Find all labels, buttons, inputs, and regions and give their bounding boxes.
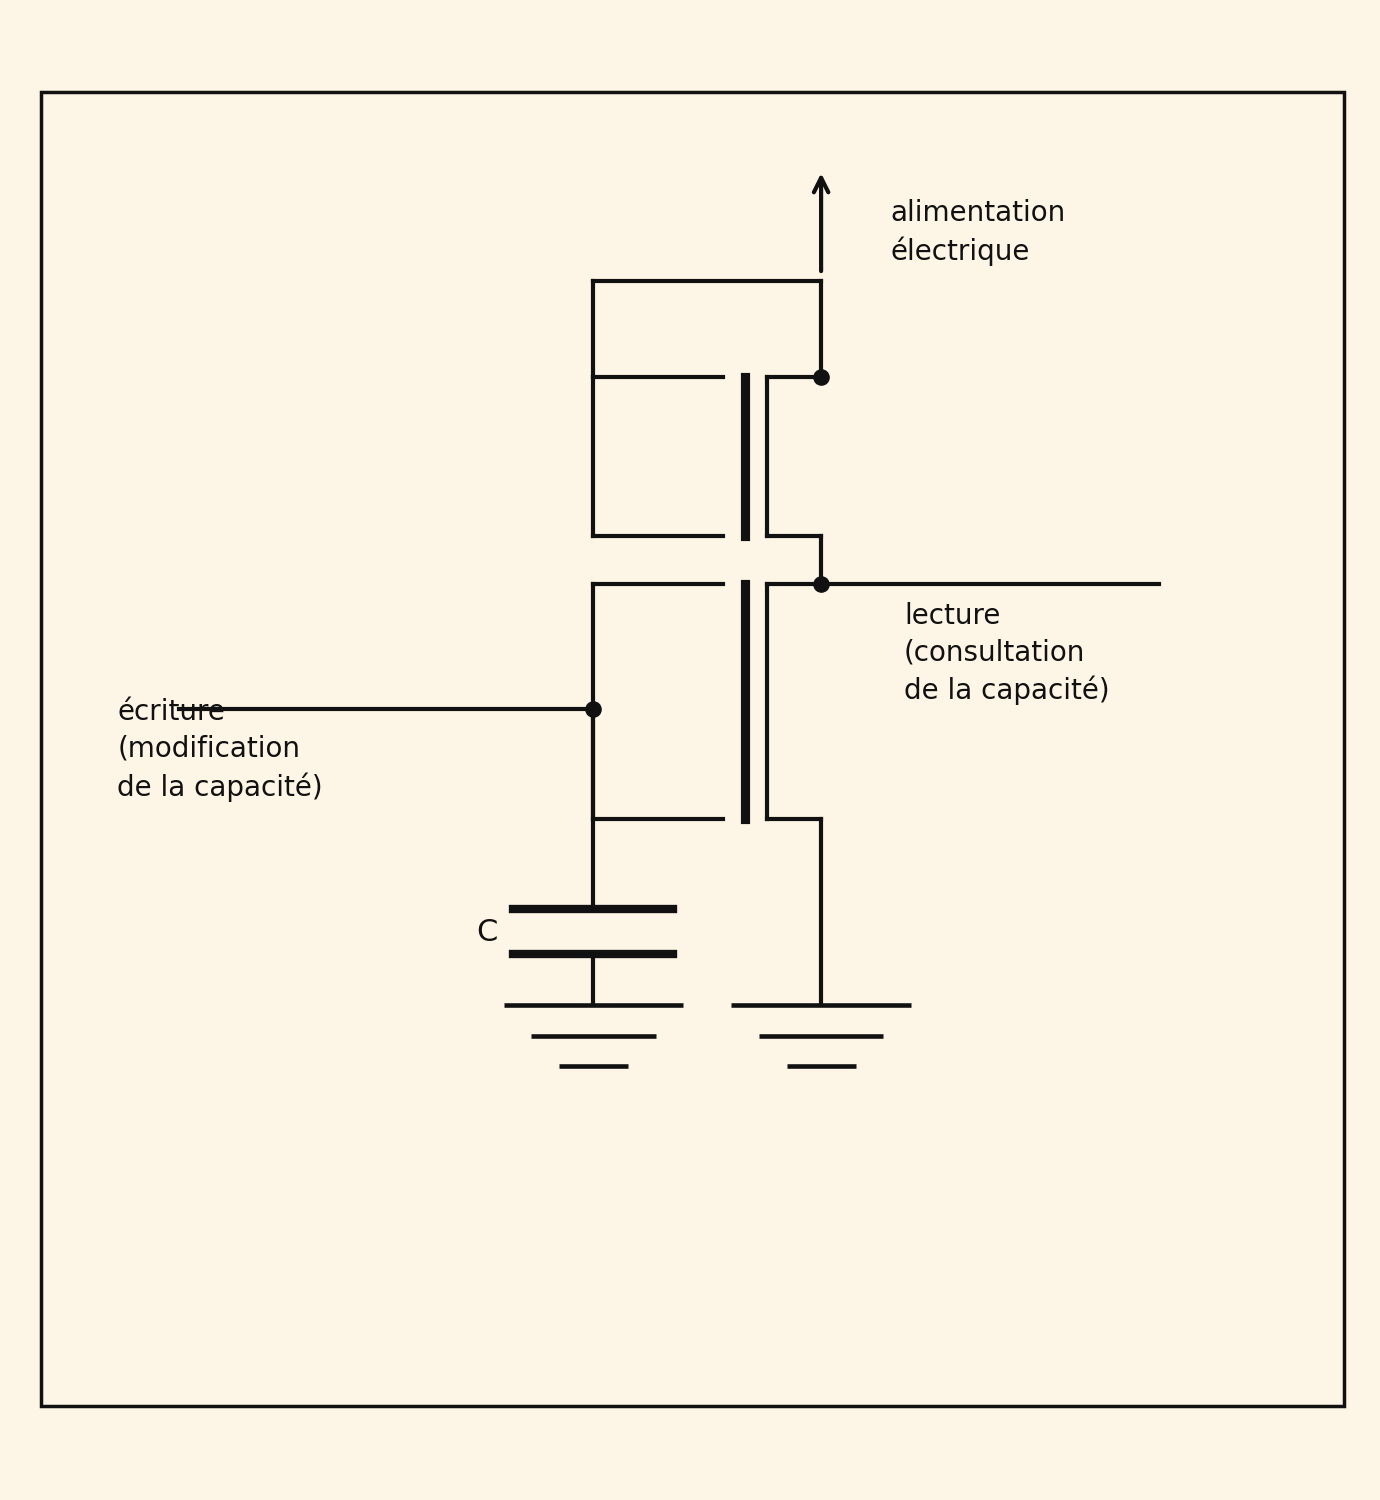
Text: lecture
(consultation
de la capacité): lecture (consultation de la capacité) [904, 602, 1110, 705]
Point [810, 366, 832, 390]
Text: alimentation
électrique: alimentation électrique [890, 200, 1065, 266]
Text: écriture
(modification
de la capacité): écriture (modification de la capacité) [117, 698, 323, 802]
Point [582, 696, 604, 720]
Point [810, 573, 832, 597]
Text: C: C [476, 918, 497, 946]
